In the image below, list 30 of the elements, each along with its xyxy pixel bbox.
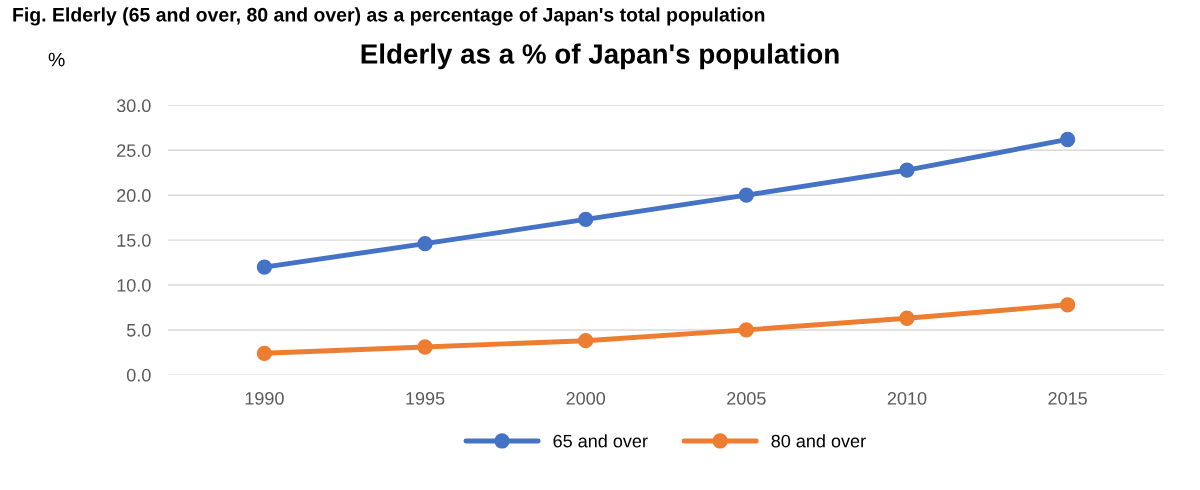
text: Fig. Elderly (65 and over, 80 and over) as a percentage of Japan's total population	[13, 7, 765, 26]
point	[899, 310, 915, 326]
point	[578, 211, 594, 228]
x-tick-label: 2015	[1048, 391, 1087, 405]
x-tick-label: 2005	[727, 391, 766, 405]
point	[899, 162, 915, 178]
y-tick-label: 15.0	[117, 234, 151, 247]
x-tick-label: 1990	[245, 391, 284, 405]
point	[738, 187, 754, 203]
x-tick-label: 2010	[887, 391, 927, 405]
x-tick-label: 2000	[566, 391, 606, 405]
y-tick-label: 30.0	[116, 99, 151, 113]
point	[1059, 297, 1076, 313]
x-tick-label: 1995	[406, 391, 445, 405]
y-tick-label: 5.0	[126, 323, 151, 337]
point	[256, 345, 273, 361]
y-tick-label: 0.0	[126, 368, 151, 382]
point	[256, 259, 273, 275]
point	[417, 339, 433, 355]
legend-label: 65 and over	[553, 434, 648, 448]
y-tick-label: 20.0	[117, 189, 151, 202]
legend-label: 80 and over	[771, 434, 866, 448]
point	[417, 236, 433, 252]
point	[578, 333, 594, 349]
y-tick-label: 25.0	[117, 144, 151, 157]
chart-title: Elderly as a % of Japan's population	[361, 43, 839, 70]
point	[738, 322, 754, 338]
y-axis-title: %	[48, 52, 65, 67]
y-tick-label: 10.0	[117, 278, 151, 292]
point	[1059, 131, 1076, 148]
